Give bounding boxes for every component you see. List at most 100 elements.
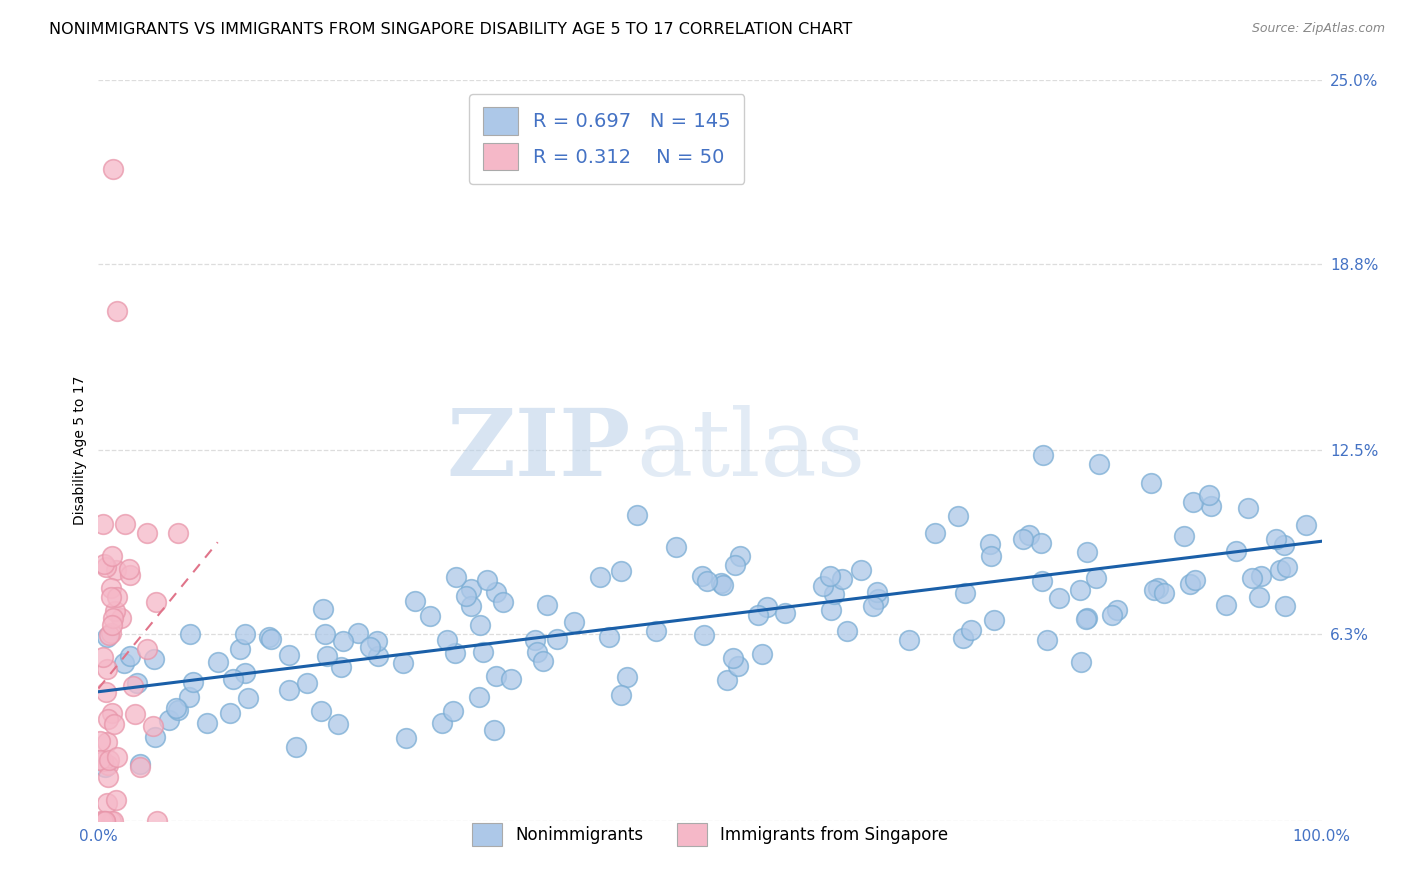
- Point: [430, 715, 453, 730]
- Point: [1143, 583, 1166, 598]
- Point: [367, 648, 389, 663]
- Point: [1264, 532, 1286, 546]
- Point: [721, 651, 744, 665]
- Point: [94, 814, 117, 828]
- Point: [129, 756, 152, 771]
- Point: [751, 648, 773, 662]
- Point: [233, 665, 256, 680]
- Point: [1250, 569, 1272, 583]
- Point: [460, 582, 482, 597]
- Point: [179, 627, 201, 641]
- Point: [419, 609, 441, 624]
- Point: [897, 633, 920, 648]
- Point: [142, 719, 165, 733]
- Point: [104, 604, 127, 618]
- Point: [101, 162, 124, 177]
- Point: [818, 568, 841, 582]
- Point: [716, 673, 738, 687]
- Point: [96, 630, 118, 644]
- Point: [1295, 518, 1317, 533]
- Point: [1153, 586, 1175, 600]
- Point: [96, 796, 118, 810]
- Point: [118, 567, 141, 582]
- Point: [468, 618, 491, 632]
- Point: [136, 642, 159, 657]
- Point: [295, 676, 318, 690]
- Point: [1031, 535, 1053, 549]
- Point: [868, 592, 890, 607]
- Point: [979, 537, 1001, 551]
- Point: [1076, 610, 1098, 624]
- Point: [444, 570, 467, 584]
- Point: [773, 606, 796, 620]
- Point: [1236, 501, 1258, 516]
- Point: [229, 642, 252, 657]
- Point: [849, 563, 872, 577]
- Point: [960, 623, 983, 637]
- Point: [98, 753, 121, 767]
- Point: [314, 626, 336, 640]
- Point: [1198, 488, 1220, 502]
- Point: [589, 569, 612, 583]
- Point: [284, 740, 307, 755]
- Text: atlas: atlas: [637, 406, 866, 495]
- Point: [1173, 529, 1195, 543]
- Point: [315, 649, 337, 664]
- Point: [257, 630, 280, 644]
- Point: [89, 734, 111, 748]
- Point: [1180, 577, 1202, 591]
- Point: [1032, 448, 1054, 462]
- Point: [167, 703, 190, 717]
- Point: [101, 814, 124, 828]
- Point: [645, 624, 668, 639]
- Point: [924, 525, 946, 540]
- Point: [456, 590, 478, 604]
- Point: [1074, 612, 1097, 626]
- Point: [692, 569, 714, 583]
- Point: [948, 509, 970, 524]
- Point: [610, 689, 633, 703]
- Point: [485, 585, 508, 599]
- Point: [1181, 495, 1204, 509]
- Point: [485, 669, 508, 683]
- Point: [96, 559, 118, 574]
- Point: [1084, 571, 1107, 585]
- Point: [1274, 538, 1296, 552]
- Point: [101, 706, 124, 721]
- Point: [105, 750, 128, 764]
- Point: [1249, 591, 1271, 605]
- Point: [347, 626, 370, 640]
- Point: [1275, 560, 1298, 574]
- Point: [1035, 632, 1057, 647]
- Point: [1101, 607, 1123, 622]
- Point: [112, 656, 135, 670]
- Point: [1011, 533, 1033, 547]
- Point: [330, 660, 353, 674]
- Point: [730, 549, 752, 563]
- Point: [236, 691, 259, 706]
- Point: [693, 628, 716, 642]
- Point: [1199, 500, 1222, 514]
- Point: [835, 624, 858, 638]
- Point: [665, 540, 688, 554]
- Point: [142, 652, 165, 666]
- Point: [395, 731, 418, 746]
- Point: [110, 611, 132, 625]
- Point: [100, 814, 122, 828]
- Point: [359, 640, 381, 654]
- Point: [159, 713, 181, 727]
- Point: [441, 704, 464, 718]
- Point: [811, 579, 834, 593]
- Point: [104, 563, 127, 577]
- Point: [443, 647, 465, 661]
- Point: [101, 611, 124, 625]
- Point: [1018, 528, 1040, 542]
- Point: [97, 712, 120, 726]
- Point: [167, 525, 190, 540]
- Point: [546, 632, 568, 647]
- Point: [165, 701, 187, 715]
- Point: [207, 655, 229, 669]
- Point: [598, 630, 620, 644]
- Point: [93, 557, 115, 571]
- Point: [129, 760, 152, 774]
